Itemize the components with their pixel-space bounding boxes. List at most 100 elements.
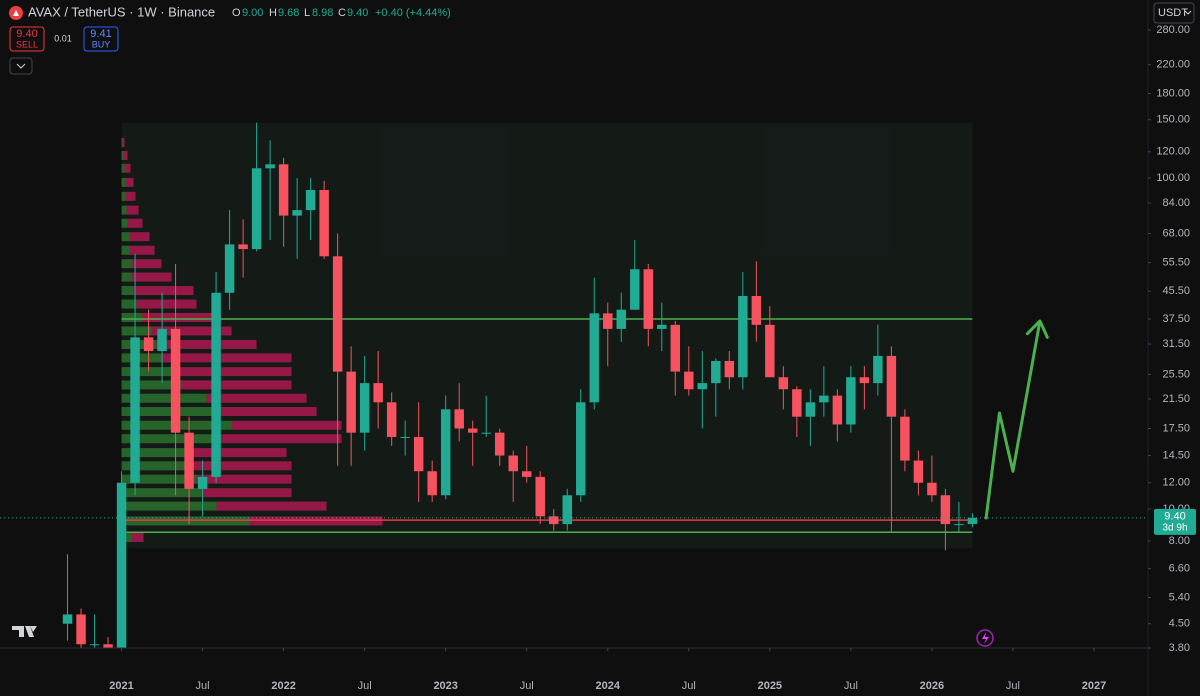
candle-body: [157, 328, 167, 352]
x-tick-label: Jul: [1006, 680, 1020, 692]
currency-caret: [1184, 10, 1192, 15]
y-tick-label: 37.50: [1162, 313, 1190, 325]
volume-profile-up: [121, 532, 132, 542]
ohlc-key: O: [232, 7, 241, 19]
candle-body: [319, 190, 329, 257]
volume-profile-down: [124, 163, 131, 173]
candle-body: [711, 360, 721, 384]
candle-body: [616, 309, 626, 329]
candle-body: [130, 337, 140, 483]
y-tick-label: 17.50: [1162, 422, 1190, 434]
candle-body: [143, 337, 154, 352]
candle-body: [359, 383, 370, 433]
currency-label: USDT: [1158, 7, 1188, 19]
volume-profile-up: [121, 150, 124, 160]
y-tick-label: 12.00: [1162, 477, 1190, 489]
range-box: [121, 122, 973, 549]
buy-button[interactable]: [83, 26, 119, 52]
candle-body: [549, 516, 559, 525]
lightning-icon[interactable]: [976, 629, 994, 647]
currency-button[interactable]: [1153, 2, 1195, 24]
candle-body: [778, 377, 789, 390]
volume-profile-down: [141, 312, 222, 322]
volume-profile-up: [121, 434, 222, 444]
y-tick-label: 280.00: [1156, 24, 1190, 36]
candle-body: [724, 360, 735, 378]
collapse-button[interactable]: [9, 57, 33, 75]
volume-profile-down: [131, 259, 162, 269]
candle-body: [103, 644, 113, 648]
y-tick-label: 4.50: [1169, 618, 1190, 630]
volume-profile-up: [121, 353, 162, 363]
volume-profile-down: [131, 272, 172, 282]
volume-profile-down: [201, 488, 292, 498]
candle-body: [305, 190, 316, 211]
candle-body: [265, 164, 275, 169]
candle-body: [508, 455, 518, 472]
volume-profile-up: [121, 286, 134, 296]
volume-profile-down: [161, 353, 292, 363]
x-tick-label: 2026: [920, 680, 944, 692]
volume-profile-up: [121, 299, 137, 309]
ohlc-value: 8.98: [312, 7, 333, 19]
volume-profile-down: [181, 380, 292, 390]
candle-body: [805, 402, 816, 417]
candle-body: [238, 244, 248, 250]
y-tick-label: 68.00: [1162, 227, 1190, 239]
y-tick-label: 25.50: [1162, 368, 1190, 380]
candle-body: [751, 296, 762, 325]
candle-body: [224, 244, 235, 293]
volume-profile-down: [231, 420, 342, 430]
x-tick-label: Jul: [196, 680, 210, 692]
volume-profile-up: [121, 393, 207, 403]
ohlc-key: C: [338, 7, 346, 19]
sell-button[interactable]: [9, 26, 45, 52]
volume-profile-down: [122, 138, 125, 148]
y-tick-label: 45.50: [1162, 285, 1190, 297]
sell-price: 9.40: [16, 28, 37, 40]
candle-body: [670, 324, 681, 372]
candle-body: [562, 495, 572, 525]
volume-profile-down: [126, 205, 139, 215]
volume-profile-up: [121, 205, 127, 215]
candle-body: [211, 292, 221, 477]
ohlc-key: H: [269, 7, 277, 19]
x-tick-label: Jul: [682, 680, 696, 692]
volume-profile-up: [121, 245, 130, 255]
candle-body: [89, 644, 100, 646]
volume-profile-down: [171, 367, 292, 377]
symbol-title[interactable]: AVAX / TetherUS · 1W · Binance: [28, 4, 215, 19]
volume-profile-up: [121, 232, 130, 242]
countdown-label: 3d 9h: [1162, 522, 1187, 533]
last-price-label: 9.40: [1164, 511, 1185, 523]
volume-profile-up: [121, 516, 250, 526]
volume-profile-down: [127, 218, 143, 228]
candle-body: [332, 256, 343, 372]
volume-profile-down: [216, 501, 327, 511]
candle-body: [76, 614, 86, 645]
x-tick-label: Jul: [844, 680, 858, 692]
candle-body: [603, 313, 613, 329]
ohlc-value: 9.00: [242, 7, 263, 19]
candle-body: [697, 383, 708, 390]
volume-profile-up: [121, 177, 126, 187]
volume-profile-up: [121, 218, 128, 228]
y-tick-label: 8.00: [1169, 535, 1190, 547]
ohlc-key: L: [304, 7, 310, 19]
candle-body: [576, 402, 586, 496]
volume-profile-up: [121, 474, 197, 484]
change: +0.40 (+4.44%): [375, 7, 451, 19]
volume-profile-down: [136, 299, 197, 309]
candle-body: [684, 371, 694, 390]
volume-profile-down: [186, 448, 287, 458]
candle-body: [954, 524, 964, 526]
candle-body: [832, 395, 843, 425]
candle-body: [765, 324, 775, 378]
ohlc-value: 9.68: [278, 7, 299, 19]
candle-body: [535, 476, 545, 517]
volume-profile-down: [125, 191, 136, 201]
volume-profile-down: [131, 532, 144, 542]
candle-body: [886, 355, 897, 417]
